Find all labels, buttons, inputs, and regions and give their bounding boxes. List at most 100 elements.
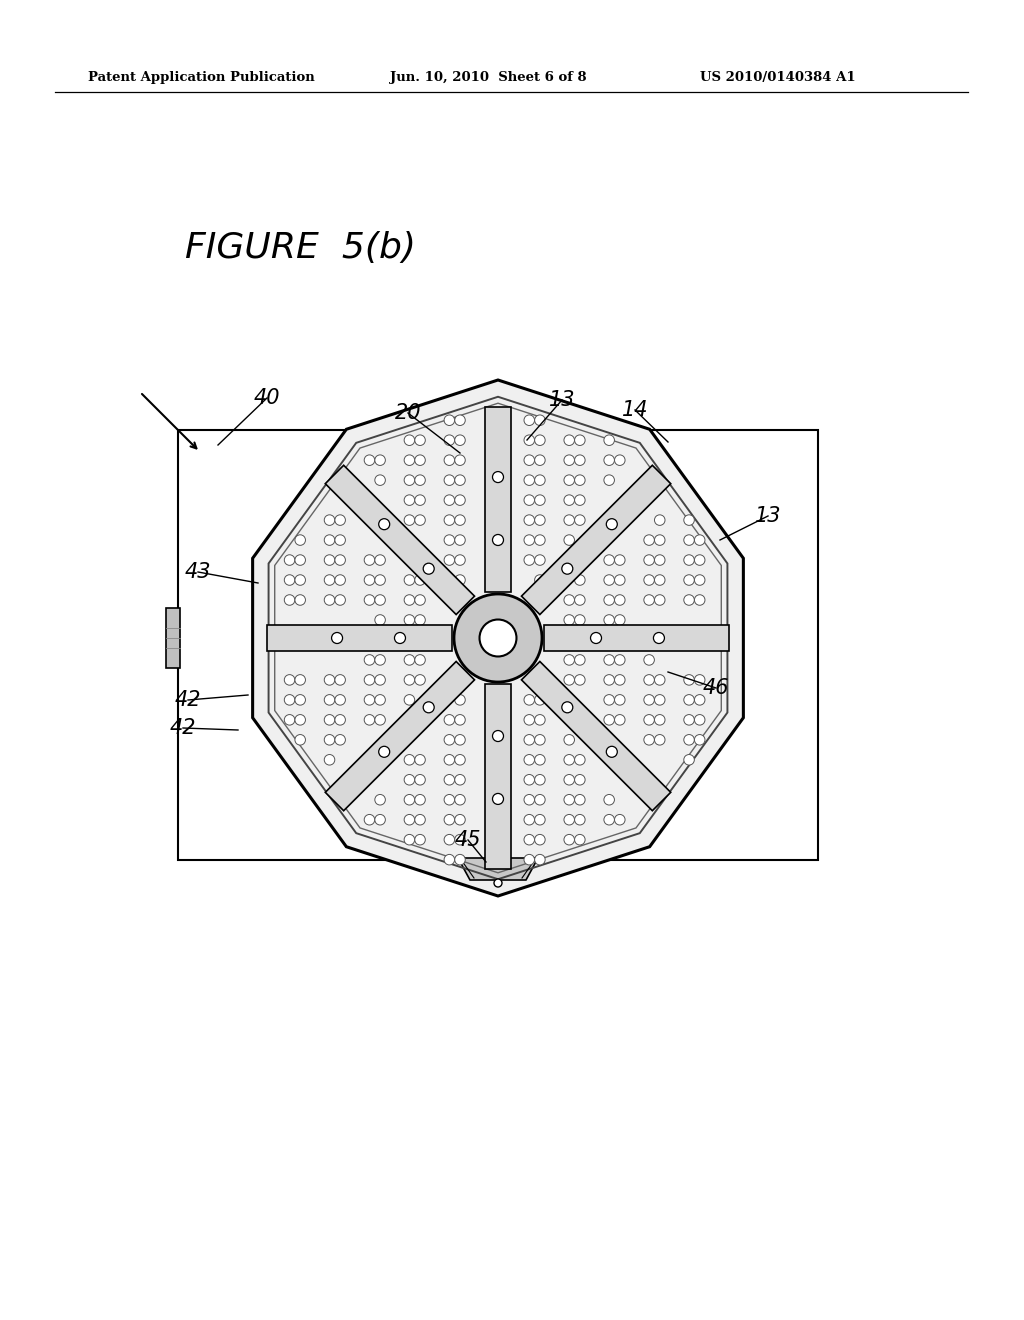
Circle shape xyxy=(404,795,415,805)
Circle shape xyxy=(365,675,375,685)
Circle shape xyxy=(325,714,335,725)
Circle shape xyxy=(375,554,385,565)
Circle shape xyxy=(415,515,425,525)
Circle shape xyxy=(444,854,455,865)
Circle shape xyxy=(684,595,694,606)
Circle shape xyxy=(564,495,574,506)
Circle shape xyxy=(694,694,705,705)
Circle shape xyxy=(564,455,574,466)
Circle shape xyxy=(644,554,654,565)
Circle shape xyxy=(654,595,665,606)
Text: 42: 42 xyxy=(175,690,202,710)
Circle shape xyxy=(415,834,425,845)
Circle shape xyxy=(604,814,614,825)
Circle shape xyxy=(574,434,585,445)
Circle shape xyxy=(574,595,585,606)
Circle shape xyxy=(574,495,585,506)
Circle shape xyxy=(295,734,305,744)
Circle shape xyxy=(365,455,375,466)
Circle shape xyxy=(535,814,545,825)
Circle shape xyxy=(535,775,545,785)
Polygon shape xyxy=(521,661,671,810)
Circle shape xyxy=(455,574,465,585)
Circle shape xyxy=(694,574,705,585)
Circle shape xyxy=(325,554,335,565)
Circle shape xyxy=(614,694,625,705)
Circle shape xyxy=(564,734,574,744)
Circle shape xyxy=(574,515,585,525)
Circle shape xyxy=(524,854,535,865)
Circle shape xyxy=(415,675,425,685)
Text: 42: 42 xyxy=(170,718,197,738)
Circle shape xyxy=(574,574,585,585)
Circle shape xyxy=(455,434,465,445)
Text: 13: 13 xyxy=(549,389,575,411)
Circle shape xyxy=(604,455,614,466)
Circle shape xyxy=(365,554,375,565)
Circle shape xyxy=(524,495,535,506)
Circle shape xyxy=(493,471,504,483)
Circle shape xyxy=(604,675,614,685)
Circle shape xyxy=(365,714,375,725)
Circle shape xyxy=(654,574,665,585)
Circle shape xyxy=(604,694,614,705)
Circle shape xyxy=(455,515,465,525)
Circle shape xyxy=(684,714,694,725)
Circle shape xyxy=(415,775,425,785)
Circle shape xyxy=(614,675,625,685)
Text: US 2010/0140384 A1: US 2010/0140384 A1 xyxy=(700,71,856,84)
Circle shape xyxy=(524,714,535,725)
Circle shape xyxy=(365,694,375,705)
Circle shape xyxy=(404,495,415,506)
Circle shape xyxy=(335,675,345,685)
Circle shape xyxy=(404,814,415,825)
Circle shape xyxy=(564,615,574,626)
Circle shape xyxy=(444,535,455,545)
Circle shape xyxy=(455,795,465,805)
Circle shape xyxy=(444,434,455,445)
Circle shape xyxy=(535,455,545,466)
Circle shape xyxy=(379,746,390,758)
Circle shape xyxy=(644,574,654,585)
Circle shape xyxy=(335,714,345,725)
Text: 13: 13 xyxy=(755,506,781,525)
Circle shape xyxy=(564,475,574,486)
Circle shape xyxy=(295,535,305,545)
Circle shape xyxy=(375,694,385,705)
Circle shape xyxy=(614,574,625,585)
Circle shape xyxy=(564,775,574,785)
Polygon shape xyxy=(544,624,729,651)
Circle shape xyxy=(404,434,415,445)
Circle shape xyxy=(295,554,305,565)
Circle shape xyxy=(375,795,385,805)
Circle shape xyxy=(404,834,415,845)
Circle shape xyxy=(415,495,425,506)
Circle shape xyxy=(415,574,425,585)
Circle shape xyxy=(684,515,694,525)
Circle shape xyxy=(404,694,415,705)
Circle shape xyxy=(564,755,574,766)
Circle shape xyxy=(325,595,335,606)
Circle shape xyxy=(694,714,705,725)
Circle shape xyxy=(694,734,705,744)
Circle shape xyxy=(524,515,535,525)
Bar xyxy=(166,609,180,668)
Circle shape xyxy=(604,475,614,486)
Circle shape xyxy=(684,734,694,744)
Circle shape xyxy=(591,632,601,644)
Circle shape xyxy=(654,535,665,545)
Circle shape xyxy=(614,655,625,665)
Circle shape xyxy=(535,414,545,425)
Circle shape xyxy=(423,702,434,713)
Circle shape xyxy=(444,455,455,466)
Circle shape xyxy=(535,535,545,545)
Circle shape xyxy=(535,554,545,565)
Circle shape xyxy=(535,495,545,506)
Circle shape xyxy=(285,694,295,705)
Circle shape xyxy=(493,793,504,804)
Circle shape xyxy=(684,554,694,565)
Circle shape xyxy=(493,730,504,742)
Circle shape xyxy=(535,475,545,486)
Circle shape xyxy=(604,434,614,445)
Circle shape xyxy=(564,434,574,445)
